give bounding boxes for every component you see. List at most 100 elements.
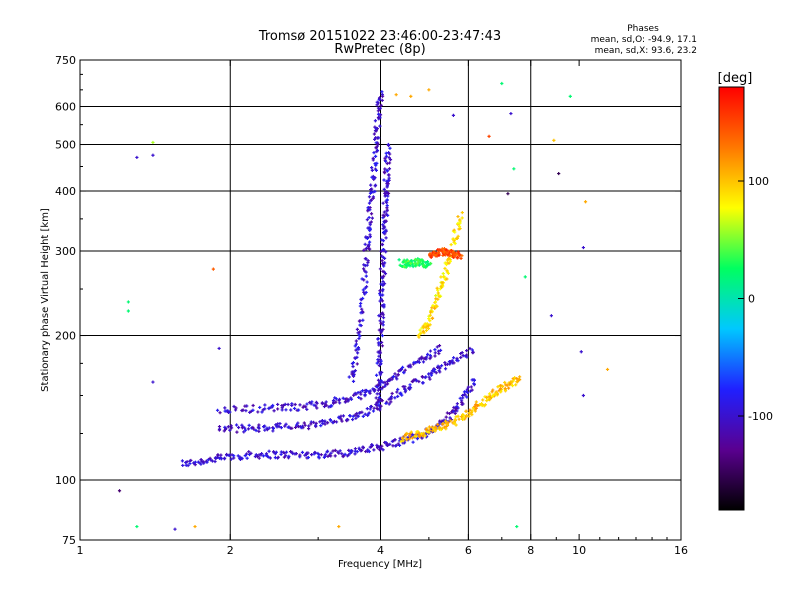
trace-point [384, 401, 388, 406]
trace-point [373, 162, 377, 166]
trace-point [425, 260, 430, 264]
trace-point [455, 236, 459, 241]
trace-point [355, 327, 360, 331]
trace-point [383, 167, 387, 171]
trace-point [389, 400, 393, 404]
trace-point [350, 370, 354, 374]
trace-point [417, 263, 422, 267]
trace-point [417, 360, 421, 364]
trace-point [419, 356, 423, 360]
trace-point [370, 187, 374, 191]
trace-point [456, 214, 460, 219]
trace-point [457, 417, 461, 421]
scatter-point [506, 192, 510, 196]
trace-point [374, 396, 378, 400]
trace-point [399, 367, 403, 372]
trace-point [499, 387, 503, 391]
trace-point [430, 254, 434, 258]
trace-point [456, 414, 460, 418]
trace-point [378, 289, 382, 293]
trace-point [443, 266, 447, 271]
trace-point [377, 387, 382, 391]
trace-point [354, 416, 358, 420]
trace-point [228, 410, 232, 414]
trace-point [421, 329, 425, 333]
trace-point [380, 344, 385, 348]
trace-point [380, 276, 384, 280]
trace-point [437, 248, 441, 252]
trace-point [379, 321, 383, 326]
trace-point [367, 195, 372, 199]
trace-point [265, 428, 269, 432]
trace-point [428, 313, 432, 317]
trace-point [284, 422, 288, 426]
trace-point [232, 454, 236, 458]
trace-point [222, 429, 226, 433]
trace-point [491, 388, 495, 392]
trace-point [503, 386, 507, 391]
trace-point [266, 455, 270, 459]
trace-point [447, 411, 452, 416]
trace-point [366, 448, 370, 452]
trace-point [363, 392, 367, 397]
trace-point [387, 155, 391, 160]
trace-point [282, 451, 287, 455]
trace-point [448, 254, 452, 258]
trace-point [312, 403, 316, 407]
trace-point [423, 375, 427, 380]
trace-point [359, 311, 363, 315]
trace-point [491, 393, 495, 397]
trace-point [247, 450, 251, 454]
trace-point [452, 421, 456, 425]
trace-point [355, 362, 359, 366]
scatter-point [557, 171, 561, 176]
trace-point [381, 320, 385, 324]
y-tick-label: 200 [55, 330, 76, 343]
trace-point [313, 450, 317, 455]
trace-point [416, 333, 420, 338]
trace-point [445, 249, 450, 253]
trace-point [378, 319, 382, 323]
trace-point [435, 252, 440, 256]
trace-point [338, 449, 342, 453]
scatter-point [337, 524, 341, 529]
trace-point [375, 385, 379, 389]
trace-point [451, 237, 455, 241]
scatter-point [512, 167, 516, 171]
trace-point [332, 419, 337, 424]
trace-point [474, 400, 478, 404]
trace-point [393, 396, 397, 400]
trace-point [396, 387, 400, 392]
trace-point [484, 395, 489, 399]
scatter-point [427, 88, 431, 92]
trace-point [348, 449, 352, 453]
trace-point [385, 208, 389, 212]
trace-point [473, 409, 477, 413]
x-axis-ticks: 1 2 4 6 8 10 16 [77, 60, 688, 557]
trace-point [421, 324, 425, 328]
trace-point [424, 428, 428, 432]
x-tick-label: 10 [572, 544, 586, 557]
trace-point [226, 425, 230, 429]
trace-point [217, 428, 222, 432]
scatter-point [135, 155, 139, 160]
scatter-point [126, 309, 130, 313]
trace-point [329, 454, 333, 458]
trace-point [360, 448, 364, 452]
trace-point [470, 409, 474, 413]
trace-point [244, 409, 248, 413]
trace-point [353, 369, 358, 373]
trace-point [364, 270, 368, 274]
trace-point [443, 419, 448, 423]
trace-point [382, 303, 386, 307]
trace-point [346, 418, 350, 422]
trace-point [236, 454, 240, 458]
trace-point [346, 453, 351, 457]
trace-point [276, 402, 280, 407]
trace-point [228, 428, 232, 432]
trace-point [474, 406, 478, 410]
trace-point [390, 391, 394, 396]
trace-point [373, 189, 377, 194]
trace-point [414, 360, 418, 365]
trace-point [504, 383, 508, 387]
